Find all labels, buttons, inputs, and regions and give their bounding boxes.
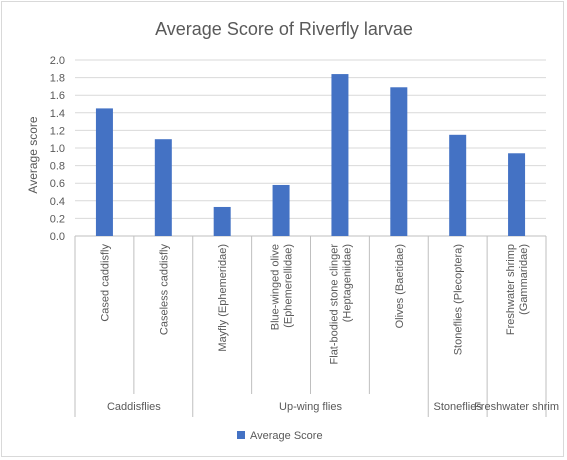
x-category-label: Olives (Baetidae) [394,244,406,328]
bar [449,134,467,236]
x-category-label-line: (Heptageniidae) [341,244,353,322]
bar [390,87,408,236]
x-category-label: Blue-winged olive (Ephemerellidae) [270,244,295,330]
y-tick-label: 1.2 [50,125,65,137]
x-category-label-line: Cased caddisfly [99,244,111,322]
x-category-label-line: Blue-winged olive [270,244,282,330]
x-axis-groups: Caddisflies Up-wing flies StonefliesFreshw… [74,236,559,417]
bars [95,74,526,236]
y-tick-label: 0.8 [50,161,65,173]
y-tick-label: 1.4 [50,108,65,120]
x-group-label: Freshwater shrim [474,401,559,413]
bar [272,184,290,236]
bar [95,108,113,236]
y-axis-label: Average score [26,116,40,193]
x-axis-categories: Cased caddisfly Caseless caddisfly Mayfly … [99,244,530,365]
x-category-label: Cased caddisfly [99,244,111,322]
x-category-label-line: Stoneflies (Plecoptera) [453,244,465,355]
x-group-label: Stoneflies [434,401,483,413]
x-category-label: Freshwater shrimp (Gammaridae) [505,244,530,335]
x-category-label-line: Mayfly (Ephemeridae) [217,244,229,352]
y-tick-label: 2.0 [50,55,65,67]
bar [331,74,349,236]
bar [154,139,172,236]
x-category-label: Caseless caddisfly [158,244,170,336]
x-category-label-line: Olives (Baetidae) [394,244,406,328]
x-category-label-line: Caseless caddisfly [158,244,170,336]
x-category-label-line: (Ephemerellidae) [283,244,295,328]
y-tick-label: 0.0 [50,231,65,243]
legend: Average Score [237,430,323,442]
y-tick-label: 0.2 [50,213,65,225]
gridlines [75,59,546,237]
x-category-label-line: Freshwater shrimp [505,244,517,335]
x-group-label: Up-wing flies [279,401,342,413]
y-tick-label: 1.0 [50,143,65,155]
legend-label: Average Score [250,430,323,442]
bar [508,153,526,236]
x-category-label: Flat-bodied stone clinger (Heptageniidae) [328,244,353,365]
legend-swatch [237,431,245,439]
x-group-label: Caddisflies [107,401,161,413]
y-axis-ticks: 0.0 0.2 0.4 0.6 0.8 1.0 1.2 1.4 1.6 1.8 2.0 [50,55,65,243]
y-tick-label: 0.6 [50,178,65,190]
y-tick-label: 1.8 [50,73,65,85]
x-category-label-line: Flat-bodied stone clinger [328,244,340,365]
x-category-label-line: (Gammaridae) [518,244,530,315]
bar [213,206,231,236]
y-tick-label: 1.6 [50,90,65,102]
x-category-label: Mayfly (Ephemeridae) [217,244,229,352]
y-tick-label: 0.4 [50,196,65,208]
chart-title: Average Score of Riverfly larvae [155,19,413,39]
x-category-label: Stoneflies (Plecoptera) [453,244,465,355]
